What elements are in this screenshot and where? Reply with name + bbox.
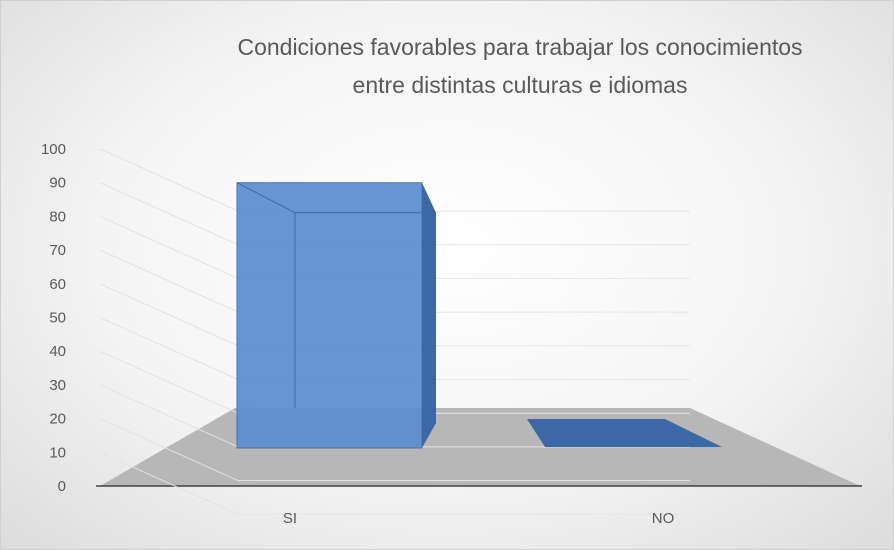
gridline xyxy=(99,215,239,279)
y-axis: 0 10 20 30 40 50 60 70 80 90 100 xyxy=(41,141,66,495)
y-tick-label: 50 xyxy=(49,310,66,327)
gridline xyxy=(99,283,239,347)
chart-title: Condiciones favorables para trabajar los… xyxy=(237,34,802,98)
chart-title-line: Condiciones favorables para trabajar los… xyxy=(237,34,802,60)
gridline xyxy=(99,350,239,414)
gridline xyxy=(99,148,239,212)
gridline xyxy=(99,418,239,482)
y-tick-label: 10 xyxy=(49,444,66,461)
y-tick-label: 100 xyxy=(41,141,66,158)
y-tick-label: 20 xyxy=(49,411,66,428)
bars xyxy=(236,182,722,449)
x-tick-label: SI xyxy=(283,510,297,527)
gridline xyxy=(99,451,239,515)
x-axis: SI NO xyxy=(283,510,674,527)
x-tick-label: NO xyxy=(652,510,675,527)
y-tick-label: 30 xyxy=(49,377,66,394)
bar-front xyxy=(236,182,423,449)
bar-slab xyxy=(527,419,722,447)
bar-no xyxy=(527,419,722,447)
gridline xyxy=(99,182,239,246)
gridline xyxy=(99,249,239,313)
y-tick-label: 90 xyxy=(49,175,66,192)
gridline xyxy=(99,384,239,448)
y-tick-label: 80 xyxy=(49,208,66,225)
y-tick-label: 60 xyxy=(49,276,66,293)
chart-title-line: entre distintas culturas e idiomas xyxy=(353,72,688,98)
bar-si xyxy=(236,182,436,449)
bar-edge xyxy=(236,182,296,214)
y-tick-label: 40 xyxy=(49,343,66,360)
y-tick-label: 0 xyxy=(58,478,66,495)
bar-side xyxy=(422,182,436,448)
y-tick-label: 70 xyxy=(49,242,66,259)
gridline xyxy=(99,317,239,380)
